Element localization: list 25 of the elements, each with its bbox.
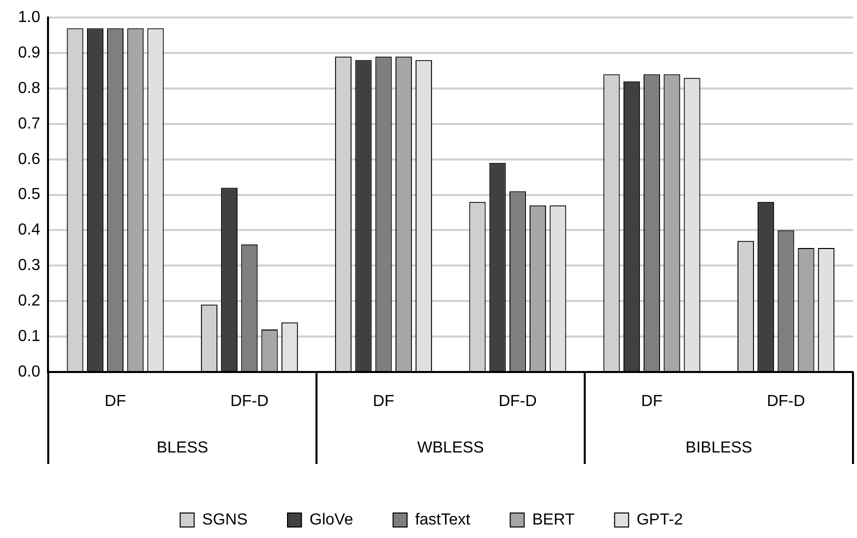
y-tick-label: 0.5 bbox=[18, 186, 40, 204]
legend-label: fastText bbox=[415, 511, 471, 528]
text: BIBLESS bbox=[686, 439, 752, 456]
y-tick-label: 0.9 bbox=[18, 44, 40, 62]
text: BLESS bbox=[156, 439, 208, 456]
y-tick-label: 0.4 bbox=[18, 222, 40, 239]
x-tick-label: DF bbox=[104, 393, 126, 410]
x-tick-label: DF bbox=[641, 393, 663, 410]
legend-label: SGNS bbox=[202, 511, 248, 528]
y-tick-label: 0.7 bbox=[18, 115, 40, 132]
y-tick-label: 1.0 bbox=[18, 9, 40, 26]
x-tick-label: DF-D bbox=[498, 393, 537, 410]
legend-label: BERT bbox=[532, 511, 575, 528]
x-tick-label: DF-D bbox=[766, 393, 806, 410]
y-tick-label: 0.2 bbox=[18, 292, 40, 310]
x-tick-label: DF-D bbox=[230, 393, 269, 410]
text: WBLESS bbox=[417, 439, 484, 456]
y-tick-label: 0.8 bbox=[18, 80, 40, 97]
legend-label: GloVe bbox=[310, 511, 354, 528]
legend-label: GPT-2 bbox=[636, 511, 683, 528]
y-tick-label: 0.3 bbox=[18, 257, 40, 274]
y-tick-label: 0.6 bbox=[18, 150, 40, 168]
y-tick-label: 0.0 bbox=[18, 363, 40, 380]
y-tick-label: 0.1 bbox=[18, 328, 40, 345]
x-tick-label: DF bbox=[372, 393, 394, 410]
